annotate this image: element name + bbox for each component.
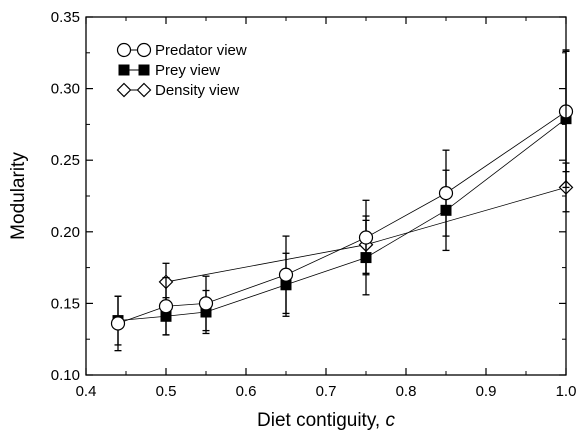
legend: Predator view Prey view Density view (116, 42, 247, 99)
legend-marker (138, 64, 150, 76)
x-tick-label: 0.9 (476, 383, 497, 400)
legend-item: Prey view (118, 62, 220, 79)
legend-label: Prey view (155, 62, 220, 79)
series-line (117, 118, 567, 321)
legend-marker (116, 42, 132, 58)
data-point (110, 316, 126, 331)
plot-frame (85, 16, 567, 376)
legend-label: Predator view (155, 42, 247, 59)
x-tick-label: 0.6 (236, 383, 257, 400)
x-axis-title-variable: c (385, 410, 395, 431)
legend-item: Density view (116, 82, 239, 99)
x-tick-label: 0.5 (156, 383, 177, 400)
data-point (158, 299, 174, 314)
legend-marker (136, 42, 152, 58)
data-point (278, 267, 294, 282)
y-tick-label: 0.15 (51, 295, 80, 312)
data-point (438, 186, 454, 201)
x-tick-label: 1.0 (556, 383, 577, 400)
y-axis-title: Modularity (8, 152, 29, 240)
data-point (358, 230, 374, 245)
x-tick-label: 0.7 (316, 383, 337, 400)
tick-labels: 0.4 0.5 0.6 0.7 0.8 0.9 1.0 0.10 0.15 0.20 0.25 0.3… (51, 9, 577, 400)
legend-item: Predator view (116, 42, 247, 59)
y-tick-label: 0.35 (51, 9, 80, 26)
y-tick-label: 0.25 (51, 152, 80, 169)
legend-marker (116, 82, 132, 98)
series-line (117, 111, 567, 324)
x-tick-label: 0.8 (396, 383, 417, 400)
x-axis-title: Diet contiguity, c (257, 410, 395, 431)
y-tick-label: 0.10 (51, 367, 80, 384)
x-tick-label: 0.4 (76, 383, 97, 400)
data-point (198, 296, 214, 311)
legend-marker (136, 82, 152, 98)
y-tick-label: 0.20 (51, 224, 80, 241)
legend-label: Density view (155, 82, 239, 99)
x-axis-title-main: Diet contiguity, (257, 410, 385, 431)
y-tick-label: 0.30 (51, 81, 80, 98)
legend-marker (118, 64, 130, 76)
